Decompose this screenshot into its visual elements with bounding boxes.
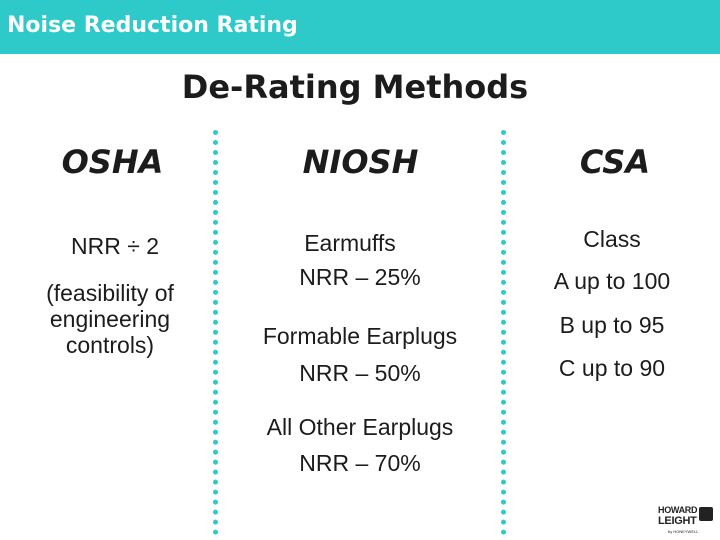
niosh-formable-value: NRR – 50% xyxy=(299,360,421,386)
niosh-other-label: All Other Earplugs xyxy=(266,414,454,440)
niosh-earmuffs-value: NRR – 25% xyxy=(299,264,421,290)
slide-heading: De-Rating Methods xyxy=(181,68,529,106)
howard-leight-logo: HOWARD LEIGHT by HONEYWELL xyxy=(658,504,716,536)
csa-class-b: B up to 95 xyxy=(559,312,665,338)
column-header-niosh: NIOSH xyxy=(302,143,419,181)
osha-note-line-1: (feasibility of xyxy=(46,280,174,306)
niosh-other-value: NRR – 70% xyxy=(299,450,421,476)
column-header-csa: CSA xyxy=(579,143,651,181)
osha-note-line-3: controls) xyxy=(65,332,155,358)
osha-rule: NRR ÷ 2 xyxy=(70,233,160,259)
logo-mark-icon xyxy=(699,507,713,521)
csa-class-c: C up to 90 xyxy=(558,355,666,381)
column-header-osha: OSHA xyxy=(61,143,164,181)
title-bar: Noise Reduction Rating xyxy=(0,0,720,54)
niosh-formable-label: Formable Earplugs xyxy=(262,323,458,349)
csa-class-label: Class xyxy=(583,226,641,252)
csa-class-a: A up to 100 xyxy=(553,268,671,294)
slide-title: Noise Reduction Rating xyxy=(7,13,298,38)
niosh-earmuffs-label: Earmuffs xyxy=(304,230,396,256)
logo-text-line-1: HOWARD xyxy=(658,505,698,515)
logo-text-line-3: by HONEYWELL xyxy=(668,529,699,534)
column-divider-right xyxy=(501,130,506,535)
logo-text-line-2: LEIGHT xyxy=(658,515,697,527)
osha-note-line-2: engineering xyxy=(49,306,171,332)
column-divider-left xyxy=(213,130,218,535)
